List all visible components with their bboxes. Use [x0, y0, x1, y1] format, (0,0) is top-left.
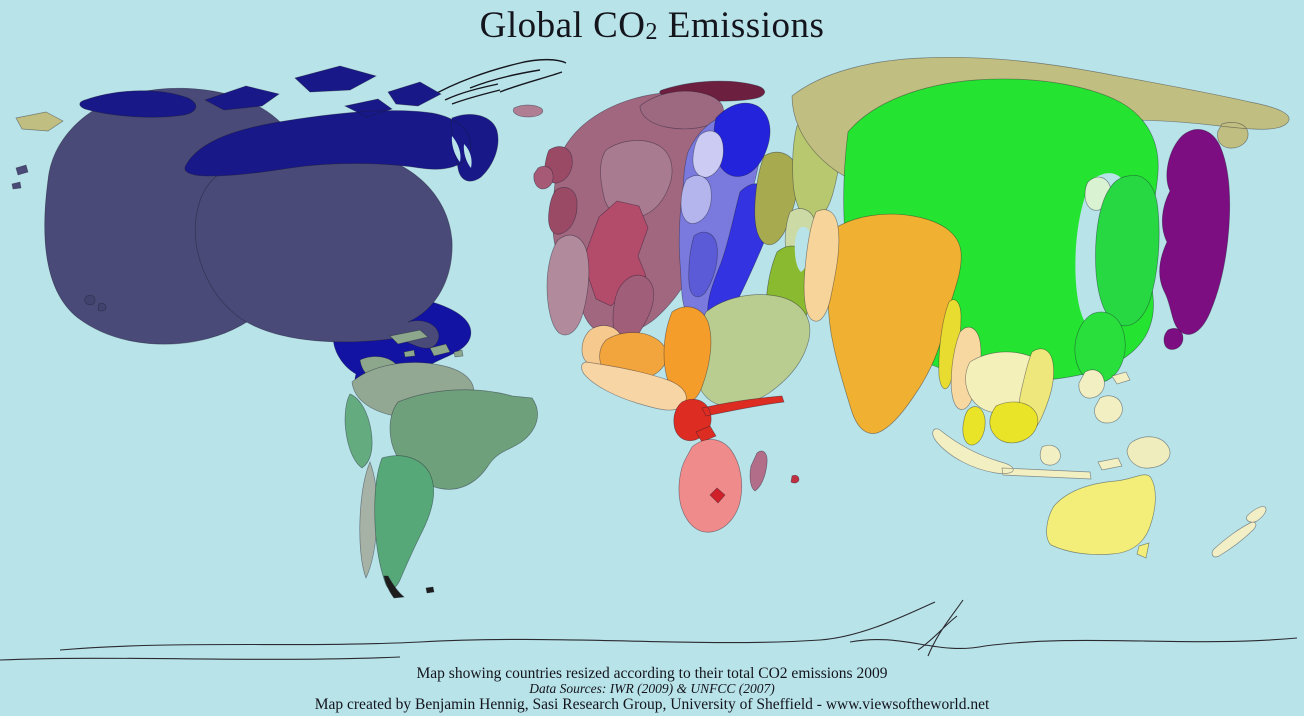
region-romania-balkans	[688, 231, 718, 298]
region-kenya-red-bits	[695, 425, 717, 443]
region-jamaica	[403, 349, 416, 358]
region-great-lakes	[451, 136, 472, 168]
region-argentina	[374, 455, 434, 590]
region-united-kingdom	[544, 146, 578, 235]
region-west-africa	[581, 361, 687, 411]
region-ireland	[533, 165, 554, 190]
title-suffix: Emissions	[657, 5, 825, 46]
region-south-africa	[678, 439, 743, 533]
region-spain-portugal	[546, 234, 590, 336]
region-antarctica-coastline	[0, 599, 1298, 661]
map-captions: Map showing countries resized according …	[0, 664, 1304, 713]
title-text: Global CO	[479, 5, 646, 46]
region-hawaii	[84, 294, 107, 312]
region-malaysia	[962, 401, 1039, 446]
title-subscript: 2	[645, 19, 658, 45]
region-mauritius	[790, 474, 800, 484]
region-australia	[1046, 474, 1156, 559]
region-bangladesh	[938, 299, 962, 389]
region-cuba	[389, 329, 429, 345]
region-philippines	[1078, 369, 1131, 424]
page-title: Global CO2 Emissions	[0, 4, 1304, 47]
region-germany	[600, 140, 673, 219]
caption-description: Map showing countries resized according …	[416, 664, 888, 682]
region-canada	[79, 65, 499, 182]
region-belarus-baltics	[680, 175, 712, 224]
region-arabian-peninsula	[694, 294, 811, 407]
region-hispaniola	[429, 343, 451, 357]
caption-data-sources: Data Sources: IWR (2009) & UNFCC (2007)	[529, 681, 775, 696]
region-lesotho	[709, 487, 726, 504]
region-iceland	[512, 104, 544, 118]
region-brazil	[389, 389, 538, 490]
region-indonesia	[932, 428, 1123, 480]
region-new-zealand	[1211, 506, 1267, 558]
region-falkland-islands	[425, 586, 435, 594]
region-greenland-coastline	[427, 58, 567, 105]
region-india	[827, 213, 962, 434]
region-czech-slovakia	[692, 130, 724, 178]
region-pakistan	[803, 209, 840, 322]
region-nigeria-east-africa	[673, 395, 785, 442]
region-puerto-rico	[453, 349, 464, 358]
region-japan	[1159, 129, 1231, 350]
region-peru-ecuador	[344, 393, 373, 469]
caption-credit: Map created by Benjamin Hennig, Sasi Res…	[314, 695, 990, 713]
region-taiwan	[1074, 311, 1126, 383]
region-papua-new-guinea	[1126, 436, 1171, 469]
region-madagascar	[749, 450, 768, 492]
region-patagonia-tip	[383, 575, 405, 599]
